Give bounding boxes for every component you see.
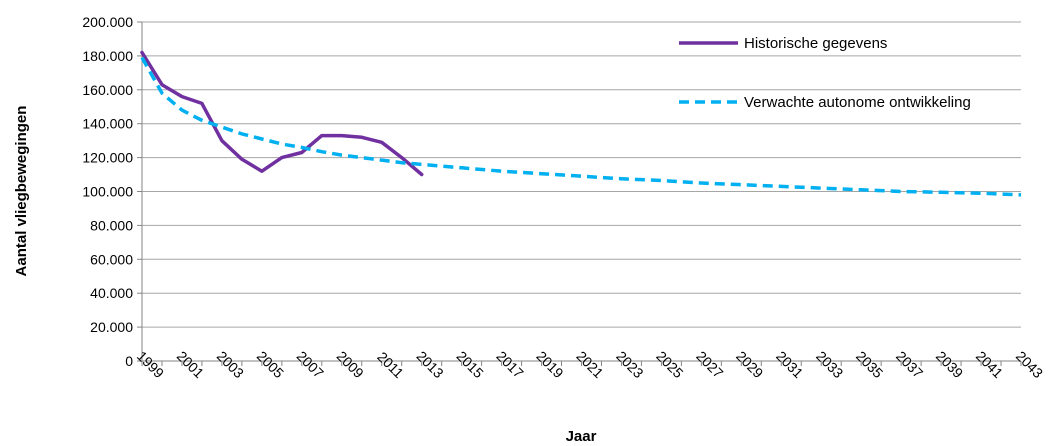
y-tick-label: 140.000 [82, 116, 133, 132]
x-tick-label: 2029 [733, 348, 766, 381]
x-tick-label: 2033 [813, 348, 846, 381]
x-tick-label: 2011 [374, 349, 407, 382]
y-tick-label: 40.000 [90, 285, 133, 301]
y-tick-labels: 0 20.000 40.000 60.000 80.000 100.000 120.000 1… [82, 14, 133, 369]
y-tick-label: 160.000 [82, 82, 133, 98]
y-tick-label: 200.000 [82, 14, 133, 30]
y-tick-label: 120.000 [82, 150, 133, 166]
x-tick-label: 2015 [453, 348, 486, 381]
x-tick-label: 2027 [693, 348, 726, 381]
y-axis-title: Aantal vliegbewegingen [13, 106, 30, 277]
x-tick-label: 2021 [573, 348, 606, 381]
y-tick-label: 0 [125, 353, 133, 369]
y-tick-label: 100.000 [82, 184, 133, 200]
x-tick-label: 2013 [414, 348, 447, 381]
x-tick-label: 2003 [214, 348, 247, 381]
gridlines [142, 21, 1021, 328]
x-tick-label: 2043 [1013, 348, 1046, 381]
x-tick-label: 2009 [334, 348, 367, 381]
x-tick-label: 2017 [493, 348, 526, 381]
x-tick-label: 2007 [294, 348, 327, 381]
series-lines [140, 50, 1022, 197]
x-tick-label: 2005 [254, 348, 287, 381]
x-tick-label: 2031 [773, 348, 806, 381]
y-tick-label: 20.000 [90, 319, 133, 335]
x-tick-label: 2019 [533, 348, 566, 381]
x-tick-label: 2023 [613, 348, 646, 381]
x-tick-label: 2039 [933, 348, 966, 381]
x-tick-labels: 1999 2001 2003 2005 2007 2009 2011 2013 2015 2017… [134, 348, 1046, 381]
series-line-1 [140, 50, 424, 177]
x-tick-label: 2025 [653, 348, 686, 381]
legend: Historische gegevens Verwachte autonome o… [679, 35, 971, 111]
x-tick-label: 2035 [853, 348, 886, 381]
x-tick-label: 2001 [174, 348, 207, 381]
x-tick-label: 1999 [134, 348, 167, 381]
x-tick-label: 2041 [973, 348, 1006, 381]
y-tick-label: 180.000 [82, 48, 133, 64]
x-tick-label: 2037 [893, 348, 926, 381]
axes [137, 21, 1022, 366]
y-tick-label: 60.000 [90, 251, 133, 267]
y-tick-label: 80.000 [90, 217, 133, 233]
legend-label: Historische gegevens [744, 35, 887, 52]
x-axis-title: Jaar [566, 428, 597, 445]
legend-label: Verwachte autonome ontwikkeling [744, 94, 971, 111]
series-line-2 [140, 56, 1022, 197]
